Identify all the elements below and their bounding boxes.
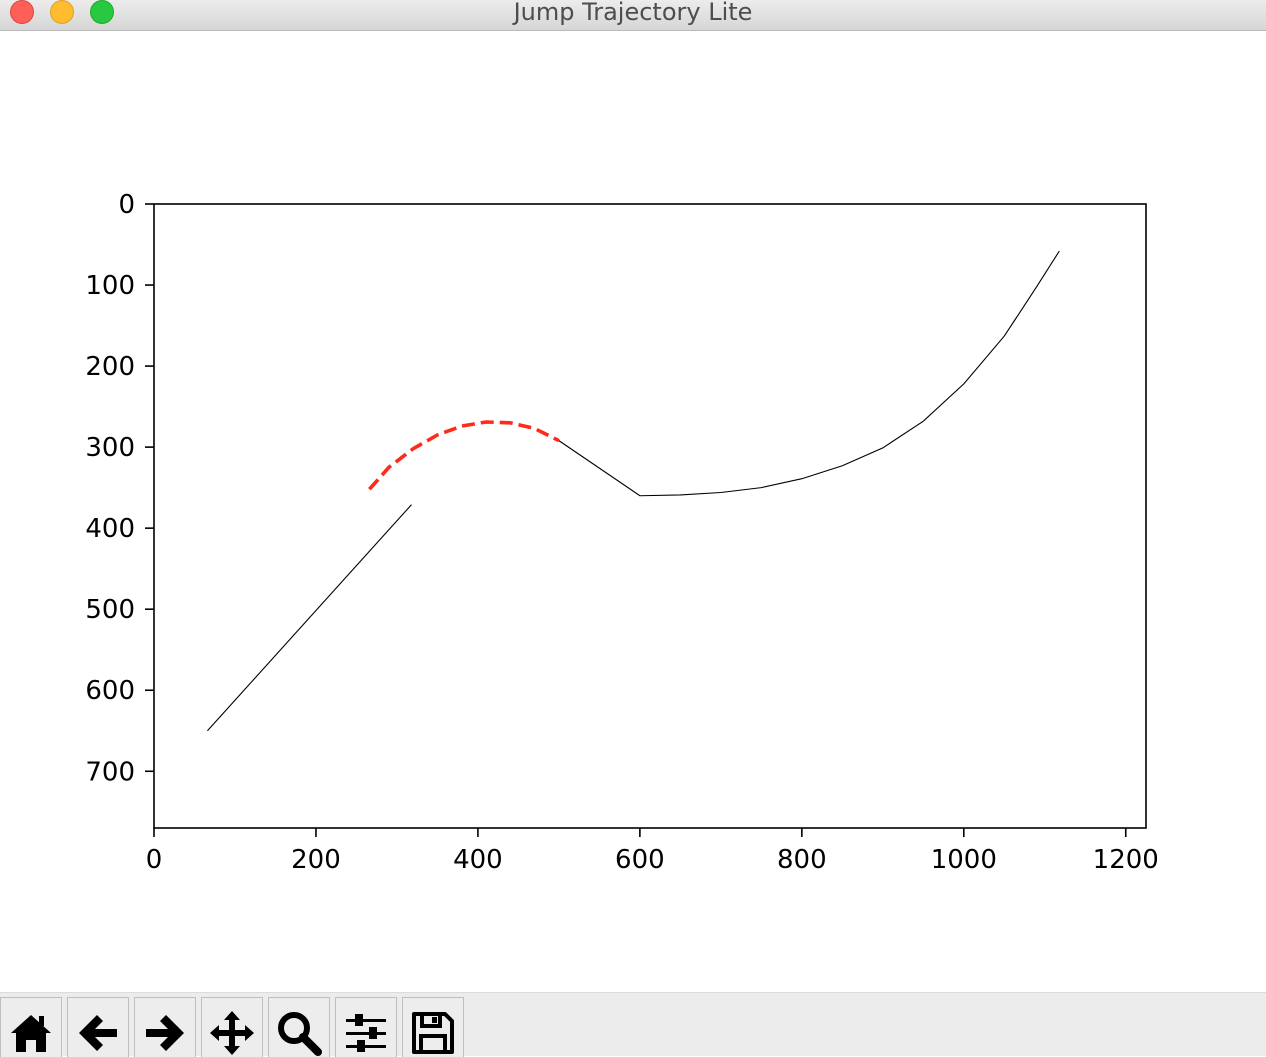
y-tick-label: 400 (85, 514, 135, 544)
series-line-2 (368, 420, 560, 491)
arrow-right-icon (146, 1015, 184, 1051)
configure-subplots-button[interactable] (335, 997, 397, 1057)
y-tick-label: 300 (85, 433, 135, 463)
x-tick-label: 1200 (1093, 845, 1159, 875)
home-button[interactable] (0, 997, 62, 1057)
close-window-button[interactable] (10, 0, 34, 24)
minimize-window-button[interactable] (50, 0, 74, 24)
home-icon (11, 1015, 51, 1052)
pan-button[interactable] (201, 997, 263, 1057)
x-tick-label: 200 (291, 845, 341, 875)
y-tick-label: 0 (118, 190, 135, 220)
y-tick-label: 200 (85, 352, 135, 382)
navigation-toolbar (0, 992, 1266, 1057)
arrow-left-icon (79, 1015, 117, 1051)
series-line-1 (207, 504, 412, 732)
y-tick-label: 100 (85, 271, 135, 301)
x-tick-label: 0 (146, 845, 163, 875)
y-tick-label: 700 (85, 757, 135, 787)
y-tick-label: 500 (85, 595, 135, 625)
title-bar: Jump Trajectory Lite (0, 0, 1266, 31)
y-tick-label: 600 (85, 676, 135, 706)
maximize-window-button[interactable] (90, 0, 114, 24)
x-tick-label: 1000 (931, 845, 997, 875)
sliders-icon (346, 1014, 386, 1052)
forward-button[interactable] (134, 997, 196, 1057)
axes-frame (153, 203, 1147, 829)
move-icon (210, 1011, 254, 1055)
floppy-disk-icon (412, 1012, 454, 1054)
plot-canvas[interactable]: 0 200 400 600 800 1000 1200 0 100 200 300 400 500 600… (0, 31, 1266, 991)
magnifier-icon (278, 1012, 322, 1056)
x-tick-label: 600 (615, 845, 665, 875)
series-line-3 (558, 250, 1060, 497)
x-tick-label: 400 (453, 845, 503, 875)
window-title: Jump Trajectory Lite (513, 0, 753, 26)
save-button[interactable] (402, 997, 464, 1057)
back-button[interactable] (67, 997, 129, 1057)
zoom-button[interactable] (268, 997, 330, 1057)
x-tick-label: 800 (777, 845, 827, 875)
